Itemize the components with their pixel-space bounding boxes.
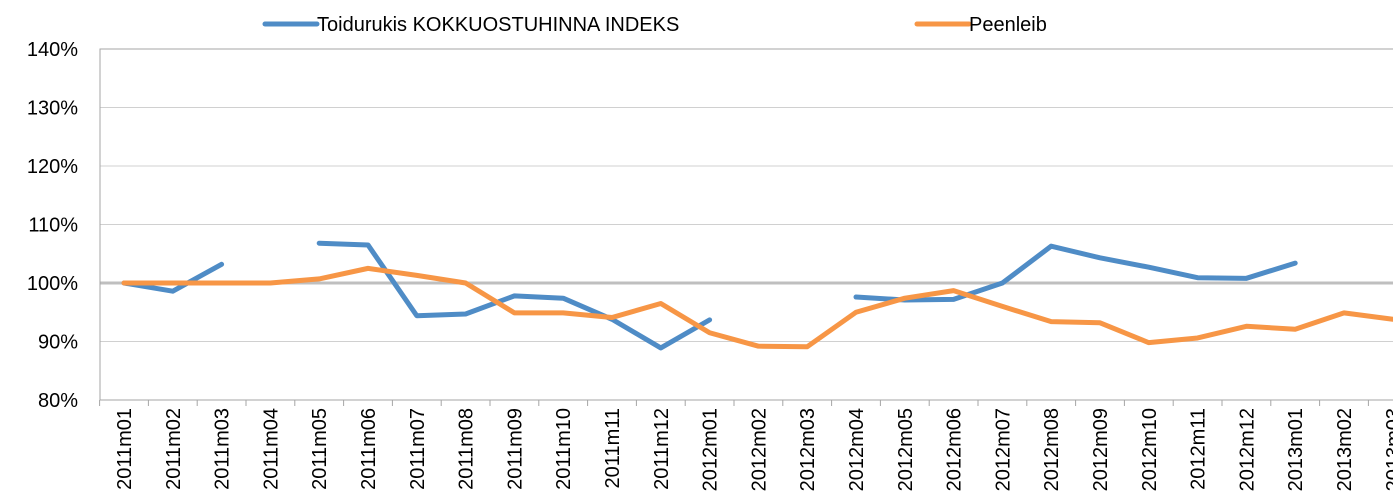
x-tick-label: 2012m09 [1090,408,1112,491]
x-tick-label: 2011m04 [260,408,282,490]
y-tick-label: 130% [27,98,78,120]
y-tick-label: 100% [27,273,78,295]
x-tick-label: 2011m02 [163,408,185,490]
x-tick-label: 2012m03 [797,408,819,491]
legend-label: Toidurukis KOKKUOSTUHINNA INDEKS [317,14,679,36]
x-tick-label: 2011m08 [456,408,478,490]
x-tick-label: 2011m03 [212,408,234,490]
series-line [121,261,225,294]
x-tick-label: 2011m12 [651,408,673,490]
y-tick-label: 110% [28,215,78,237]
x-tick-label: 2011m05 [309,408,331,490]
x-tick-label: 2012m10 [1139,408,1161,491]
y-tick-label: 80% [38,390,78,412]
x-tick-label: 2012m02 [748,408,770,491]
series-line [316,240,713,351]
series-line [853,243,1298,303]
x-tick-label: 2012m11 [1188,408,1210,490]
x-tick-label: 2012m12 [1236,408,1258,491]
x-tick-label: 2011m01 [114,408,136,490]
x-tick-label: 2012m05 [895,408,917,491]
plot-border [99,48,1393,401]
x-tick-label: 2011m07 [407,408,429,490]
x-tick-label: 2012m06 [944,408,966,491]
x-tick-label: 2012m04 [846,408,868,491]
x-tick-label: 2013m03 [1383,408,1393,491]
x-tick-label: 2011m11 [602,408,624,488]
x-tick-label: 2012m08 [1041,408,1063,491]
x-tick-label: 2013m02 [1334,408,1356,491]
x-tick-label: 2011m06 [358,408,380,490]
legend-label: Peenleib [969,14,1047,36]
x-tick-label: 2011m10 [553,408,575,490]
y-tick-label: 140% [27,39,78,61]
x-tick-label: 2013m01 [1285,408,1307,491]
x-tick-label: 2012m01 [700,408,722,491]
y-tick-label: 120% [27,156,78,178]
x-tick-label: 2012m07 [992,408,1014,491]
x-tick-label: 2011m09 [504,408,526,490]
series-line [121,265,1393,350]
y-tick-label: 90% [38,332,78,354]
